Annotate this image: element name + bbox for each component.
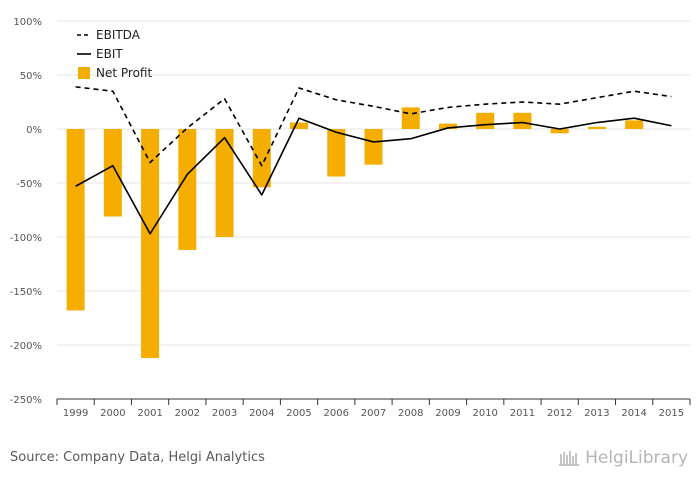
bar-net-profit bbox=[103, 129, 122, 217]
x-tick-label: 2003 bbox=[212, 408, 237, 419]
bar-net-profit bbox=[290, 122, 309, 129]
y-tick-label: -200% bbox=[10, 341, 42, 352]
line-ebit bbox=[75, 117, 672, 235]
x-tick-label: 2009 bbox=[435, 408, 460, 419]
axis-layer: 100% 50% 0% -50% -100% -150% -200% -250% 1999 200… bbox=[10, 17, 691, 419]
bar-net-profit bbox=[587, 126, 606, 129]
source-note: Source: Company Data, Helgi Analytics bbox=[10, 450, 265, 465]
y-tick-label: 100% bbox=[13, 17, 42, 28]
bar-net-profit bbox=[327, 129, 346, 177]
x-tick-label: 2006 bbox=[324, 408, 349, 419]
lines-layer bbox=[75, 86, 672, 235]
bar-net-profit bbox=[513, 112, 532, 129]
bar-net-profit bbox=[550, 129, 569, 134]
chart: 100% 50% 0% -50% -100% -150% -200% -250% 1999 200… bbox=[10, 17, 691, 419]
legend-net-profit-label: Net Profit bbox=[96, 66, 152, 80]
brand-logo: HelgiLibrary bbox=[559, 448, 688, 468]
x-tick-label: 2012 bbox=[547, 408, 572, 419]
bar-net-profit bbox=[178, 129, 197, 250]
y-tick-label: -150% bbox=[10, 287, 42, 298]
bars-layer bbox=[66, 107, 644, 358]
x-tick-label: 2014 bbox=[621, 408, 646, 419]
x-tick-label: 2002 bbox=[175, 408, 200, 419]
x-tick-label: 2005 bbox=[286, 408, 311, 419]
bar-net-profit bbox=[401, 107, 420, 129]
y-tick-label: -100% bbox=[10, 233, 42, 244]
brand-name: HelgiLibrary bbox=[585, 448, 688, 468]
bar-net-profit bbox=[438, 123, 457, 129]
bar-net-profit bbox=[364, 129, 383, 165]
x-tick-label: 2000 bbox=[100, 408, 125, 419]
legend-ebit-label: EBIT bbox=[96, 47, 123, 61]
y-tick-label: -250% bbox=[10, 395, 42, 406]
x-tick-label: 2007 bbox=[361, 408, 386, 419]
x-tick-label: 1999 bbox=[63, 408, 88, 419]
bar-net-profit bbox=[625, 120, 644, 129]
x-tick-label: 2004 bbox=[249, 408, 274, 419]
x-tick-label: 2013 bbox=[584, 408, 609, 419]
library-icon bbox=[559, 451, 580, 466]
x-tick-label: 2008 bbox=[398, 408, 423, 419]
x-tick-label: 2015 bbox=[659, 408, 684, 419]
legend-net-profit-swatch bbox=[78, 67, 90, 79]
y-tick-label: 0% bbox=[26, 125, 42, 136]
bar-net-profit bbox=[252, 129, 271, 188]
y-tick-label: -50% bbox=[16, 179, 42, 190]
x-tick-label: 2010 bbox=[472, 408, 497, 419]
x-tick-label: 2011 bbox=[510, 408, 535, 419]
bar-net-profit bbox=[476, 112, 495, 129]
bar-net-profit bbox=[215, 129, 234, 237]
bar-net-profit bbox=[141, 129, 160, 358]
legend: EBITDA EBIT Net Profit bbox=[77, 28, 152, 80]
bar-net-profit bbox=[66, 129, 85, 311]
y-tick-label: 50% bbox=[20, 71, 42, 82]
legend-ebitda-label: EBITDA bbox=[96, 28, 141, 42]
x-tick-label: 2001 bbox=[137, 408, 162, 419]
